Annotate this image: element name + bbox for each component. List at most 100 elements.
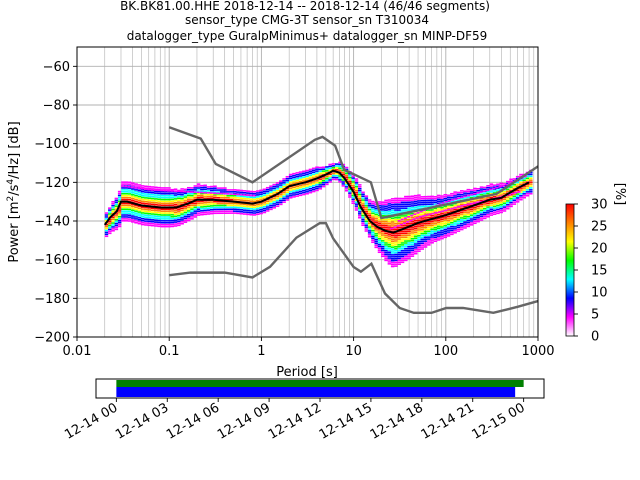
heatmap-cell [315, 185, 319, 188]
heatmap-cell [229, 191, 234, 193]
heatmap-cell [163, 194, 168, 197]
heatmap-cell [269, 202, 273, 205]
heatmap-cell [239, 205, 244, 207]
heatmap-cell [397, 197, 401, 200]
heatmap-cell [180, 217, 184, 219]
heatmap-cell [476, 218, 480, 221]
heatmap-cell [502, 196, 507, 199]
heatmap-cell [206, 209, 211, 211]
heatmap-cell [157, 217, 161, 220]
heatmap-cell [489, 214, 494, 216]
heatmap-cell [476, 195, 480, 198]
heatmap-cell [150, 211, 155, 213]
heatmap-cell [196, 202, 201, 205]
heatmap-cell [407, 195, 411, 198]
heatmap-cell [407, 205, 411, 207]
heatmap-cell [512, 199, 517, 202]
heatmap-cell [272, 203, 276, 205]
heatmap-cell [223, 202, 227, 205]
heatmap-cell [265, 194, 270, 197]
heatmap-cell [450, 223, 454, 226]
heatmap-cell [351, 202, 355, 204]
heatmap-cell [193, 208, 198, 211]
heatmap-cell [328, 173, 332, 175]
heatmap-cell [413, 247, 418, 249]
heatmap-cell [404, 246, 408, 248]
outlier-cell [476, 201, 480, 204]
heatmap-cell [150, 209, 155, 211]
heatmap-cell [469, 224, 474, 226]
heatmap-cell [335, 167, 339, 169]
heatmap-cell [275, 205, 280, 208]
heatmap-cell [180, 203, 184, 206]
heatmap-cell [394, 242, 398, 244]
heatmap-cell [387, 235, 392, 238]
heatmap-cell [173, 200, 178, 202]
heatmap-cell [216, 197, 221, 199]
heatmap-cell [459, 219, 464, 221]
heatmap-cell [170, 219, 175, 222]
heatmap-cell [144, 212, 148, 215]
heatmap-cell [433, 203, 438, 206]
heatmap-cell [466, 215, 471, 218]
heatmap-cell [335, 178, 339, 181]
heatmap-cell [476, 209, 480, 211]
heatmap-cell [315, 179, 319, 182]
heatmap-cell [121, 212, 125, 214]
heatmap-cell [114, 197, 119, 200]
heatmap-cell [236, 195, 240, 197]
heatmap-cell [492, 184, 497, 186]
heatmap-cell [325, 179, 329, 182]
heatmap-cell [351, 192, 355, 195]
heatmap-cell [390, 198, 395, 200]
heatmap-cell [265, 202, 270, 204]
heatmap-cell [400, 209, 405, 211]
heatmap-cell [193, 196, 198, 199]
heatmap-cell [430, 234, 434, 236]
heatmap-cell [351, 181, 355, 183]
heatmap-cell [282, 201, 286, 203]
heatmap-cell [509, 197, 513, 200]
heatmap-cell [203, 203, 207, 206]
heatmap-cell [361, 199, 365, 201]
heatmap-cell [364, 206, 369, 209]
heatmap-cell [157, 219, 161, 222]
heatmap-cell [381, 251, 385, 254]
heatmap-cell [367, 222, 372, 224]
heatmap-cell [443, 232, 448, 235]
heatmap-cell [374, 238, 378, 241]
heatmap-cell [371, 212, 375, 215]
heatmap-cell [499, 207, 503, 210]
heatmap-cell [519, 196, 523, 199]
heatmap-cell [298, 179, 303, 181]
heatmap-cell [404, 209, 408, 211]
heatmap-cell [127, 193, 132, 195]
heatmap-cell [213, 200, 217, 203]
x-tick-label: 100 [433, 344, 458, 359]
heatmap-cell [466, 208, 471, 210]
heatmap-cell [150, 199, 155, 202]
outlier-cell [232, 193, 236, 196]
heatmap-cell [140, 192, 145, 195]
heatmap-cell [377, 234, 382, 236]
heatmap-cell [229, 212, 234, 214]
heatmap-cell [144, 222, 148, 224]
heatmap-cell [233, 202, 237, 205]
heatmap-cell [167, 187, 171, 189]
heatmap-cell [193, 206, 198, 209]
heatmap-cell [446, 206, 451, 208]
heatmap-cell [223, 210, 227, 213]
heatmap-cell [140, 210, 145, 212]
heatmap-cell [433, 219, 438, 221]
heatmap-cell [400, 251, 405, 254]
heatmap-cell [203, 209, 207, 212]
heatmap-cell [295, 191, 300, 194]
heatmap-cell [200, 192, 204, 195]
heatmap-cell [163, 191, 168, 193]
heatmap-cell [338, 165, 342, 168]
heatmap-cell [499, 184, 503, 187]
heatmap-cell [410, 226, 415, 228]
heatmap-cell [127, 202, 132, 205]
heatmap-cell [384, 234, 388, 237]
